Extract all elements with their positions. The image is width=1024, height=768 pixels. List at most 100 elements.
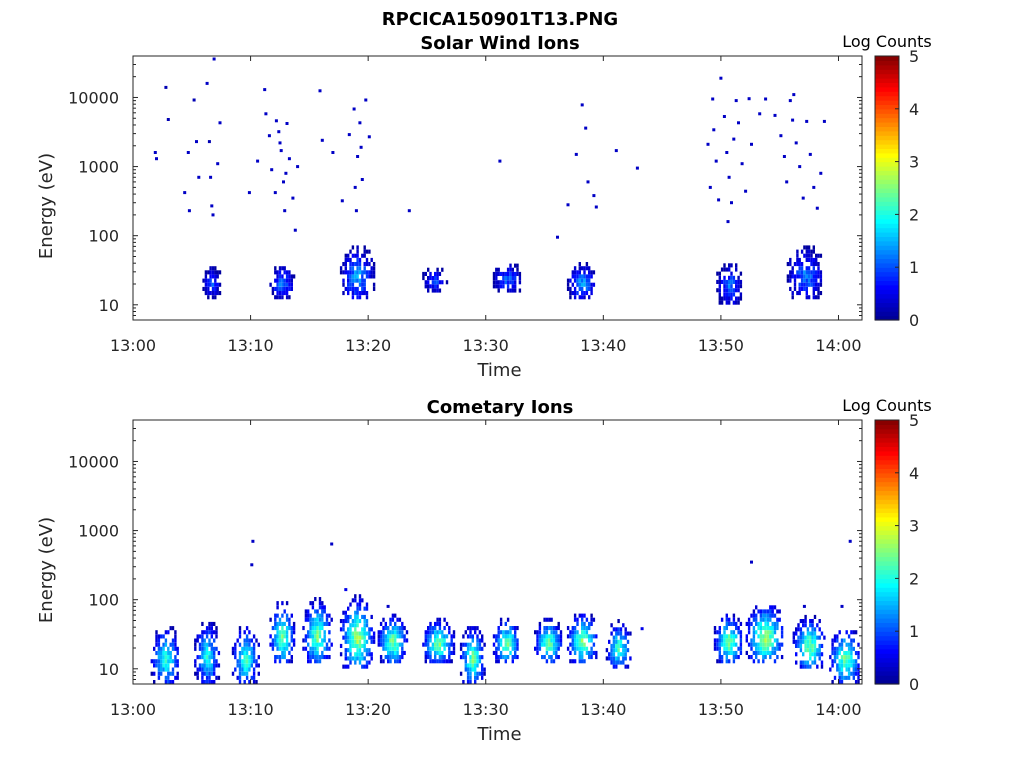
count-cell <box>762 642 765 647</box>
count-cell <box>752 617 756 622</box>
count-cell <box>356 253 359 258</box>
count-cell <box>339 266 343 271</box>
count-cell <box>323 646 326 651</box>
count-cell <box>764 613 767 618</box>
count-cell <box>372 274 376 279</box>
count-cell <box>365 648 369 653</box>
count-cell <box>387 659 390 664</box>
count-cell <box>592 270 596 275</box>
count-cell <box>805 266 808 271</box>
count-cell <box>234 642 237 647</box>
count-cell <box>201 642 204 647</box>
count-cell <box>581 646 584 651</box>
count-cell <box>167 655 170 660</box>
count-cell <box>403 634 406 639</box>
count-cell <box>365 249 369 254</box>
count-cell <box>213 671 216 676</box>
count-cell <box>852 675 855 680</box>
colorbar-step <box>875 100 899 105</box>
count-cell <box>728 284 731 289</box>
count-cell <box>735 279 738 284</box>
count-cell <box>365 270 369 275</box>
x-tick-label: 14:00 <box>815 700 861 719</box>
count-cell <box>471 651 474 656</box>
count-cell <box>387 650 390 655</box>
count-point <box>740 162 744 166</box>
count-cell <box>292 621 296 626</box>
count-cell <box>211 286 215 291</box>
count-cell <box>612 635 616 640</box>
count-cell <box>318 655 322 660</box>
count-cell <box>737 275 740 280</box>
count-cell <box>316 630 319 635</box>
count-cell <box>427 638 430 643</box>
count-cell <box>276 630 279 635</box>
count-cell <box>843 651 846 656</box>
count-cell <box>730 646 733 651</box>
count-cell <box>389 650 392 655</box>
count-cell <box>241 651 244 656</box>
count-cell <box>723 263 726 268</box>
count-cell <box>771 621 774 626</box>
count-cell <box>809 652 812 657</box>
count-cell <box>153 646 156 651</box>
count-cell <box>812 249 815 254</box>
count-cell <box>241 646 244 651</box>
count-cell <box>573 650 577 655</box>
count-cell <box>431 280 435 285</box>
count-cell <box>511 642 514 647</box>
count-cell <box>764 621 767 626</box>
count-cell <box>358 643 362 648</box>
colorbar-step <box>875 117 899 123</box>
count-cell <box>176 671 179 676</box>
count-cell <box>725 284 728 289</box>
count-cell <box>389 617 392 622</box>
count-cell <box>495 650 498 655</box>
count-cell <box>504 621 507 626</box>
count-cell <box>739 630 743 635</box>
count-cell <box>245 642 249 647</box>
count-point <box>318 89 322 93</box>
count-cell <box>739 646 743 651</box>
count-point <box>360 178 364 181</box>
count-cell <box>309 646 312 651</box>
count-cell <box>203 646 206 651</box>
count-cell <box>766 646 770 651</box>
count-cell <box>730 275 733 280</box>
count-cell <box>311 605 315 610</box>
count-cell <box>363 249 366 254</box>
count-cell <box>255 680 258 685</box>
count-cell <box>735 288 738 293</box>
count-cell <box>476 651 479 656</box>
count-cell <box>427 634 430 639</box>
count-cell <box>318 634 322 639</box>
count-cell <box>730 288 733 293</box>
count-cell <box>492 280 496 285</box>
count-cell <box>511 646 514 651</box>
count-cell <box>243 655 246 660</box>
count-cell <box>585 626 589 631</box>
count-cell <box>811 623 814 628</box>
colorbar-step <box>875 144 899 149</box>
count-cell <box>478 630 482 635</box>
count-cell <box>171 642 175 647</box>
count-cell <box>811 619 814 624</box>
count-cell <box>771 646 774 651</box>
count-cell <box>548 626 551 631</box>
count-cell <box>363 656 366 661</box>
count-cell <box>288 270 291 275</box>
count-cell <box>713 630 717 635</box>
colorbar-step <box>875 464 899 469</box>
count-cell <box>626 648 630 653</box>
count-cell <box>160 646 163 651</box>
count-cell <box>344 639 347 644</box>
count-cell <box>288 274 291 279</box>
count-cell <box>541 655 544 660</box>
colorbar-step <box>875 214 899 220</box>
count-cell <box>474 655 477 660</box>
count-cell <box>509 638 512 643</box>
count-cell <box>403 626 406 631</box>
count-cell <box>502 655 505 660</box>
count-cell <box>196 634 199 639</box>
count-cell <box>354 278 357 283</box>
